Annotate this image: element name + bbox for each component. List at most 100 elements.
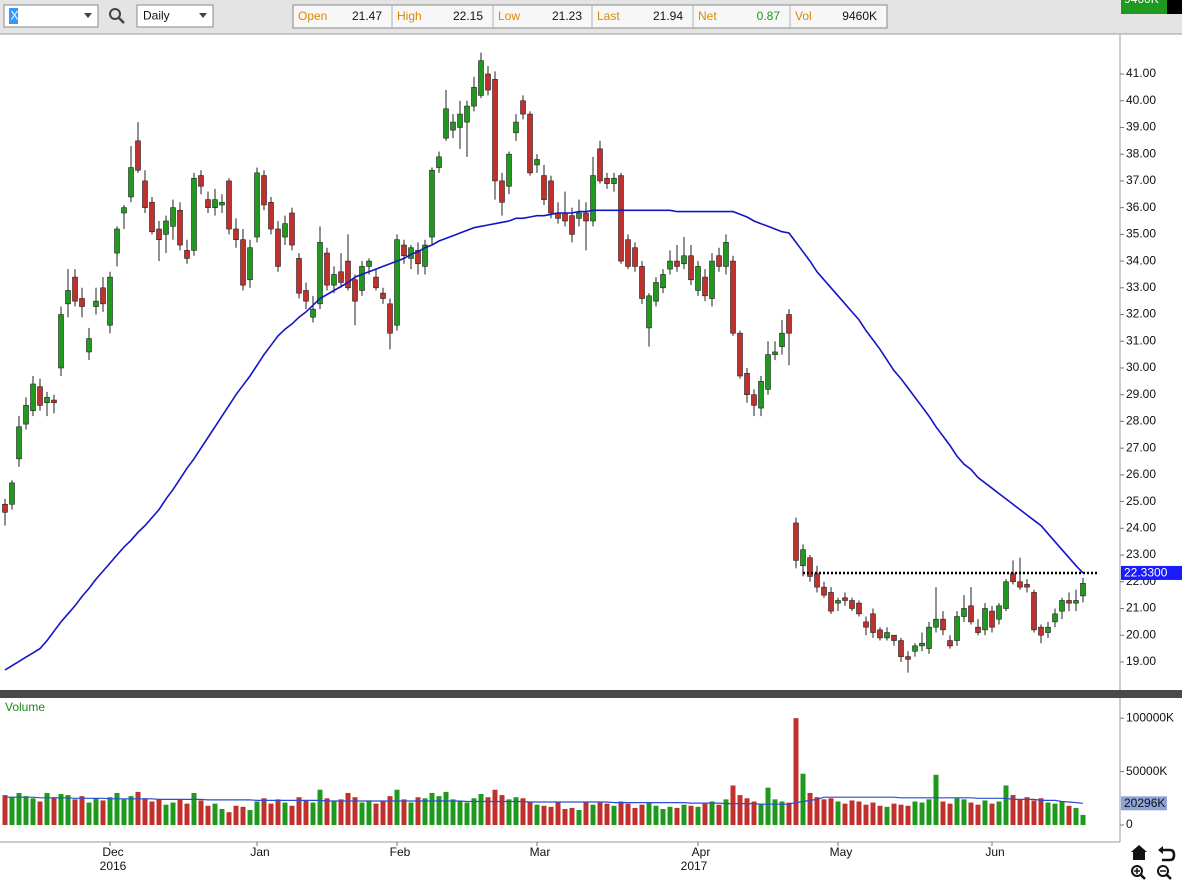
volume-bar [359,802,365,825]
candle-body [597,148,603,182]
volume-bar [79,796,85,825]
candle-body [9,482,15,505]
home-icon[interactable] [1131,845,1147,860]
candle-body [632,247,638,267]
quote-value: 0.87 [757,9,781,23]
symbol-input[interactable] [3,4,99,28]
candle-body [527,113,533,174]
volume-bar [842,803,848,825]
volume-bar [142,798,148,825]
candle-body [23,405,29,425]
candle-body [226,180,232,230]
volume-bar [345,792,351,825]
candle-body [429,169,435,238]
candle-body [394,239,400,326]
volume-bar [275,799,281,825]
volume-bar [429,792,435,825]
candle-body [702,276,708,297]
candle-body [1059,600,1065,612]
volume-bar [408,802,414,825]
candle-body [107,276,113,326]
y-tick-label: 32.00 [1126,307,1156,321]
volume-bar [758,803,764,825]
volume-bar [422,798,428,825]
volume-bar [933,774,939,825]
volume-bar [485,797,491,825]
volume-bar [324,798,330,825]
undo-icon[interactable] [1160,848,1176,862]
interval-select[interactable] [136,4,214,28]
y-tick-label: 23.00 [1126,547,1156,561]
volume-bar [135,791,141,825]
y-tick-label: 29.00 [1126,387,1156,401]
candle-body [212,199,218,208]
candle-body [996,605,1002,620]
volume-bar [268,803,274,825]
volume-bar [870,802,876,825]
y-tick-label: 39.00 [1126,120,1156,134]
candle-body [989,610,995,628]
y-tick-label: 36.00 [1126,200,1156,214]
volume-bar [415,797,421,825]
candle-body [849,600,855,609]
quote-value: 22.15 [453,9,483,23]
candle-body [954,616,960,641]
volume-bar [716,804,722,825]
zoom-out-icon[interactable] [1157,865,1172,880]
candle-body [219,201,225,206]
candle-body [51,399,57,404]
search-icon[interactable] [109,8,125,24]
volume-bar [996,801,1002,825]
candle-body [1066,600,1072,604]
dropdown-arrow[interactable] [84,13,92,18]
candle-body [1010,573,1016,583]
volume-bar [688,805,694,825]
candle-body [72,276,78,302]
volume-bar [765,787,771,825]
candle-body [93,300,99,307]
volume-bar [338,799,344,825]
candle-body [653,282,659,302]
reference-label: 22.3300 [1124,566,1168,580]
candle-body [835,600,841,604]
candle-body [730,260,736,334]
volume-bar [352,797,358,825]
candle-body [800,549,806,567]
candle-body [870,613,876,633]
volume-bar [954,798,960,825]
candle-body [142,180,148,208]
nav-icons [1131,845,1176,880]
volume-bar [660,808,666,825]
volume-bar [331,801,337,825]
candle-body [688,255,694,281]
volume-bar [443,791,449,825]
volume-bar [170,802,176,825]
candle-body [961,608,967,617]
interval: Daily [143,9,170,23]
candle-body [121,207,127,214]
quote-label: Last [597,9,620,23]
volume-bar [597,802,603,825]
volume-bar [1003,785,1009,825]
candle-body [1003,581,1009,609]
volume-bar [947,803,953,825]
y-tick-label: 27.00 [1126,440,1156,454]
volume-bar [814,797,820,825]
volume-bar [240,806,246,825]
dropdown-arrow[interactable] [199,13,207,18]
volume-bar [233,805,239,825]
moving-average [4,209,1084,671]
volume-bar [499,795,505,825]
volume-bar [821,799,827,825]
volume-bar [513,797,519,825]
y-tick-label: 30.00 [1126,360,1156,374]
zoom-in-icon[interactable] [1131,865,1146,880]
y-tick-label: 25.00 [1126,494,1156,508]
candle-body [569,215,575,235]
y-tick-label: 38.00 [1126,146,1156,160]
volume-bar [527,801,533,825]
candle-body [170,207,176,227]
undo-arrow[interactable] [1158,846,1163,854]
candle-body [611,177,617,184]
candle-body [114,228,120,254]
